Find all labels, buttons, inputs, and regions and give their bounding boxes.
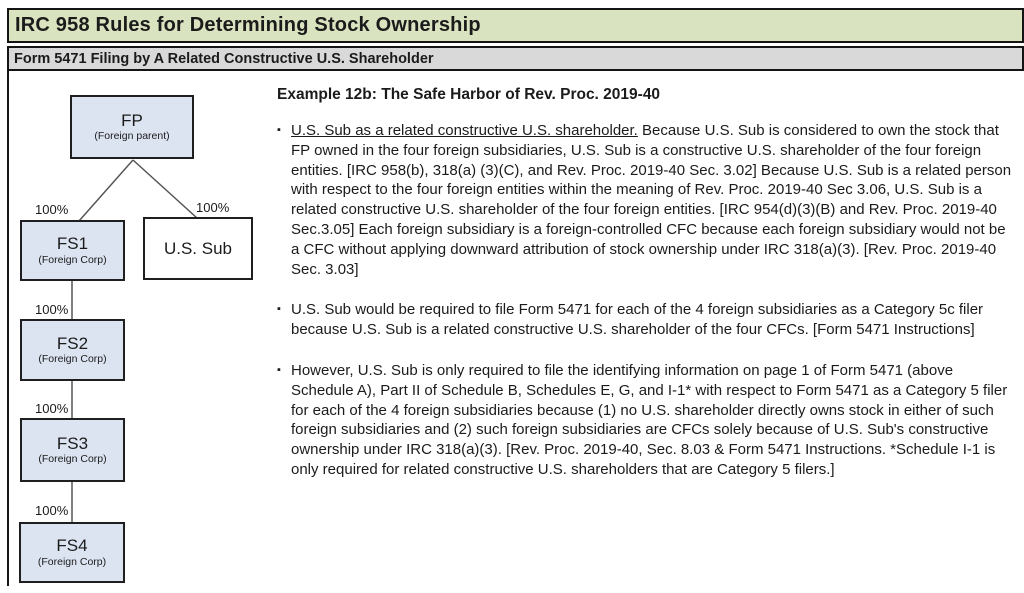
bullet-item-3: ▪ However, U.S. Sub is only required to … <box>277 361 1013 480</box>
node-label: U.S. Sub <box>163 238 233 258</box>
ownership-label-fs1-fs2: 100% <box>35 302 69 317</box>
node-label: FS2 <box>56 333 89 353</box>
bullet-lead-underlined: U.S. Sub as a related constructive U.S. … <box>291 122 638 139</box>
ownership-label-fs3-fs4: 100% <box>35 503 69 518</box>
left-frame-border <box>7 71 9 586</box>
node-sublabel: (Foreign Corp) <box>37 555 107 568</box>
node-label: FS4 <box>56 536 88 556</box>
node-foreign-parent: FP (Foreign parent) <box>70 95 194 159</box>
bullet-marker: ▪ <box>277 124 281 136</box>
node-sublabel: (Foreign Corp) <box>38 253 107 266</box>
example-heading: Example 12b: The Safe Harbor of Rev. Pro… <box>277 86 661 103</box>
ownership-label-fp-ussub: 100% <box>196 200 230 215</box>
node-us-sub: U.S. Sub <box>143 217 253 280</box>
node-fs1: FS1 (Foreign Corp) <box>20 220 125 281</box>
node-label: FS3 <box>56 433 89 453</box>
page-title-bar: IRC 958 Rules for Determining Stock Owne… <box>7 8 1024 43</box>
bullet-text: However, U.S. Sub is only required to fi… <box>291 361 1013 480</box>
node-fs2: FS2 (Foreign Corp) <box>20 319 125 381</box>
bullet-marker: ▪ <box>277 303 281 316</box>
node-sublabel: (Foreign parent) <box>94 130 170 143</box>
bullet-body: However, U.S. Sub is only required to fi… <box>291 361 1008 478</box>
node-label: FP <box>121 110 143 130</box>
node-fs3: FS3 (Foreign Corp) <box>20 418 125 482</box>
node-sublabel: (Foreign Corp) <box>38 453 107 466</box>
example-text-column: Example 12b: The Safe Harbor of Rev. Pro… <box>277 86 1013 501</box>
bullet-body: U.S. Sub would be required to file Form … <box>291 301 984 339</box>
bullet-item-1: ▪ U.S. Sub as a related constructive U.S… <box>277 121 1013 279</box>
bullet-text: U.S. Sub would be required to file Form … <box>291 300 1013 340</box>
page-title: IRC 958 Rules for Determining Stock Owne… <box>15 14 481 36</box>
bullet-text: U.S. Sub as a related constructive U.S. … <box>291 121 1013 279</box>
node-sublabel: (Foreign Corp) <box>38 353 107 366</box>
bullet-marker: ▪ <box>277 363 281 376</box>
ownership-label-fp-fs1: 100% <box>35 202 69 217</box>
bullet-body: Because U.S. Sub is considered to own th… <box>291 122 1012 278</box>
node-fs4: FS4 (Foreign Corp) <box>19 522 125 583</box>
node-label: FS1 <box>56 234 89 254</box>
ownership-label-fs2-fs3: 100% <box>35 401 69 416</box>
page-subtitle: Form 5471 Filing by A Related Constructi… <box>14 50 434 67</box>
page-subtitle-bar: Form 5471 Filing by A Related Constructi… <box>7 46 1024 71</box>
bullet-item-2: ▪ U.S. Sub would be required to file For… <box>277 300 1013 340</box>
